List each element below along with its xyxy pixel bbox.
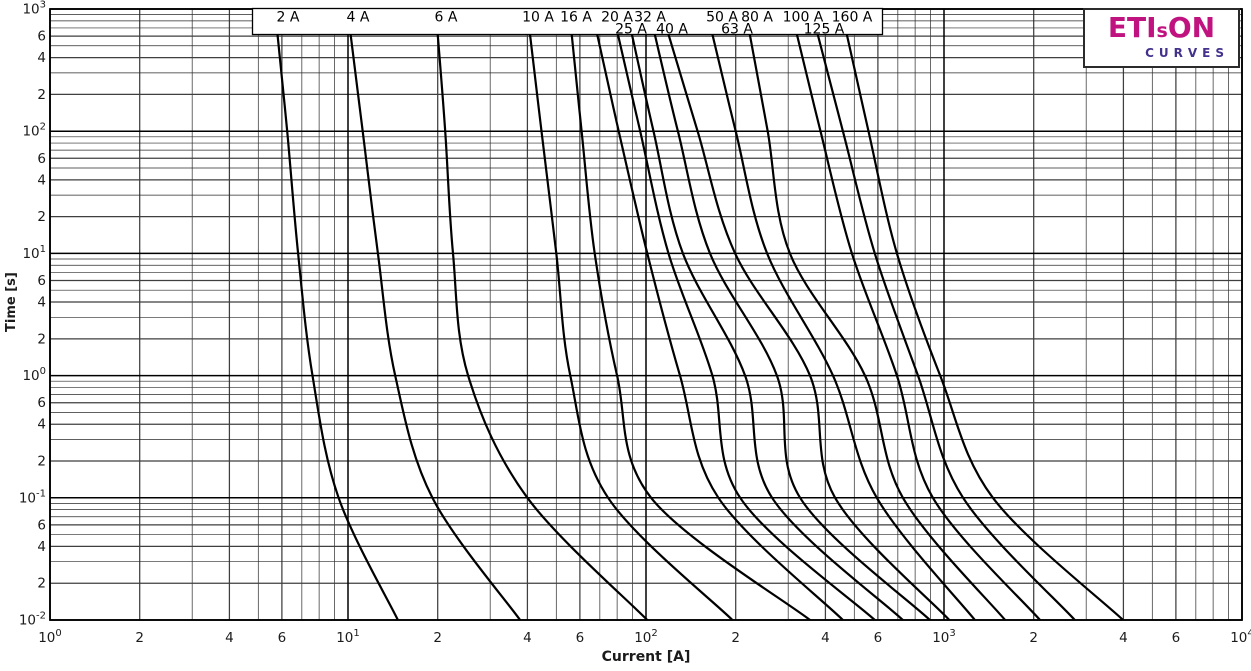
- y-tick-label: 4: [37, 50, 46, 66]
- logo-etison-wordmark: ETIsON: [1107, 11, 1216, 44]
- curve-4-a: [349, 33, 522, 620]
- curve-16-a: [570, 33, 812, 620]
- x-tick-label: 6: [1172, 630, 1181, 646]
- curve-6-a: [436, 33, 649, 620]
- y-tick-label: 2: [37, 454, 46, 470]
- y-tick-label: 4: [37, 539, 46, 555]
- logo-curves-wordmark: CURVES: [1145, 46, 1229, 60]
- curve-25-a: [616, 33, 876, 620]
- curve-label: 20 A: [601, 10, 633, 26]
- x-tick-label: 4: [523, 630, 532, 646]
- x-tick-label: 4: [1119, 630, 1128, 646]
- y-tick-label: 6: [37, 273, 46, 289]
- curve-80-a: [748, 33, 1007, 620]
- curve-label: 100 A: [783, 10, 824, 26]
- curve-20-a: [596, 33, 844, 620]
- y-tick-label: 4: [37, 172, 46, 188]
- x-tick-label: 2: [731, 630, 740, 646]
- x-tick-label: 103: [932, 628, 956, 646]
- y-tick-label: 10-1: [19, 488, 46, 506]
- curve-label: 80 A: [741, 10, 773, 26]
- curve-32-a: [630, 33, 904, 620]
- curve-label: 10 A: [522, 10, 554, 26]
- y-tick-label: 102: [22, 122, 46, 140]
- axis-tick-labels: 100 2 4 6 101 2 4 6 102 2 4 6 103 2 4 6 104 103 6 4 2 102 6 4 2 1…: [19, 0, 1251, 646]
- y-tick-label: 6: [37, 517, 46, 533]
- y-tick-label: 100: [22, 366, 46, 384]
- curve-label: 63 A: [721, 22, 753, 38]
- y-tick-label: 4: [37, 417, 46, 433]
- curve-label: 125 A: [804, 22, 845, 38]
- x-tick-label: 4: [821, 630, 830, 646]
- x-tick-label: 6: [576, 630, 585, 646]
- x-tick-label: 104: [1230, 628, 1251, 646]
- x-tick-label: 2: [433, 630, 442, 646]
- curve-label-box: 2 A 4 A 6 A 10 A 16 A 20 A25 A32 A40 A 50 A63 …: [251, 7, 884, 38]
- etison-logo: ETIsON CURVES: [1083, 8, 1240, 68]
- y-tick-label: 103: [22, 0, 46, 18]
- y-tick-label: 6: [37, 151, 46, 167]
- curve-125-a: [816, 33, 1076, 620]
- curve-50-a: [667, 33, 951, 620]
- curve-10-a: [528, 33, 734, 620]
- curve-label: 6 A: [435, 10, 458, 26]
- x-tick-label: 4: [225, 630, 234, 646]
- x-tick-label: 100: [38, 628, 62, 646]
- curve-label: 16 A: [560, 10, 592, 26]
- curve-label: 2 A: [277, 10, 300, 26]
- curve-label: 40 A: [656, 22, 688, 38]
- curve-100-a: [795, 33, 1042, 620]
- y-tick-label: 2: [37, 209, 46, 225]
- x-tick-label: 2: [1029, 630, 1038, 646]
- y-tick-label: 6: [37, 29, 46, 45]
- x-axis-title: Current [A]: [601, 649, 691, 665]
- y-tick-label: 2: [37, 87, 46, 103]
- y-tick-label: 4: [37, 295, 46, 311]
- curve-2-a: [276, 33, 399, 620]
- x-tick-label: 101: [336, 628, 360, 646]
- curve-40-a: [653, 33, 931, 620]
- curve-label: 160 A: [832, 10, 873, 26]
- x-tick-label: 6: [278, 630, 287, 646]
- curve-label: 50 A: [706, 10, 738, 26]
- y-tick-label: 2: [37, 576, 46, 592]
- x-tick-label: 6: [874, 630, 883, 646]
- y-axis-title: Time [s]: [4, 272, 19, 332]
- curve-label: 25 A: [615, 22, 647, 38]
- y-tick-label: 6: [37, 395, 46, 411]
- curve-label: 32 A: [634, 10, 666, 26]
- curve-label: 4 A: [347, 10, 370, 26]
- curve-63-a: [711, 33, 976, 620]
- y-tick-label: 101: [22, 244, 46, 262]
- y-tick-label: 10-2: [19, 611, 46, 629]
- y-tick-label: 2: [37, 331, 46, 347]
- x-tick-label: 2: [135, 630, 144, 646]
- x-tick-label: 102: [634, 628, 658, 646]
- curves: [276, 33, 1125, 620]
- curve-160-a: [845, 33, 1125, 620]
